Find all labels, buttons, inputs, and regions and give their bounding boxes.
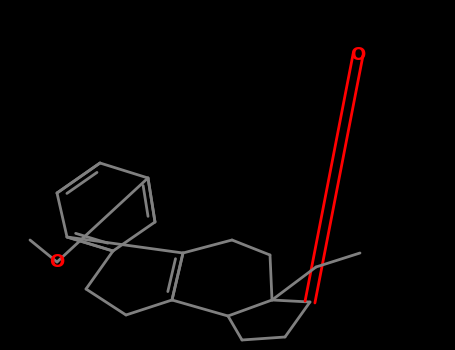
Text: O: O xyxy=(350,46,366,64)
Text: O: O xyxy=(50,253,65,271)
